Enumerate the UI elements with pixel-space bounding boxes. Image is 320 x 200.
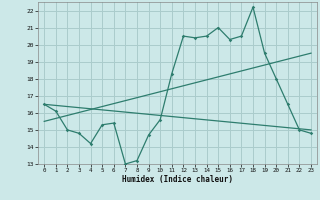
X-axis label: Humidex (Indice chaleur): Humidex (Indice chaleur): [122, 175, 233, 184]
